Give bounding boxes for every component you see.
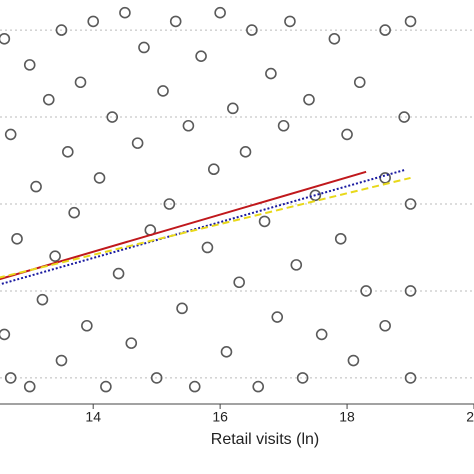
point: [119, 6, 131, 19]
point: [163, 198, 176, 210]
fit-line: [0, 170, 367, 281]
x-tick-label: 18: [339, 409, 355, 425]
point: [36, 293, 49, 306]
x-axis-label: Retail visits (ln): [211, 431, 319, 448]
point: [265, 67, 277, 80]
point: [68, 206, 80, 219]
point: [360, 285, 372, 297]
point: [227, 102, 239, 115]
point: [106, 111, 119, 123]
point: [157, 85, 169, 97]
point: [404, 198, 417, 210]
x-tick-label: 14: [85, 409, 101, 425]
point: [4, 372, 17, 384]
point: [277, 119, 290, 132]
x-tick-label: 20: [466, 409, 474, 425]
point: [246, 24, 258, 36]
point: [93, 172, 106, 184]
point: [195, 50, 207, 62]
point: [4, 128, 17, 141]
point: [100, 380, 112, 393]
point: [315, 328, 328, 341]
point: [239, 146, 252, 158]
points: [0, 6, 417, 393]
point: [404, 285, 417, 297]
point: [150, 372, 163, 384]
point: [398, 111, 410, 123]
point: [258, 215, 271, 228]
point: [220, 346, 233, 358]
point: [62, 146, 74, 158]
point: [42, 93, 55, 106]
point: [87, 15, 99, 28]
point: [81, 319, 93, 332]
point: [309, 189, 322, 202]
point: [74, 76, 87, 89]
point: [55, 354, 68, 367]
point: [404, 372, 417, 384]
point: [23, 380, 36, 393]
point: [347, 354, 360, 367]
point: [334, 232, 347, 245]
point: [11, 232, 23, 245]
point: [0, 32, 11, 45]
point: [55, 24, 68, 36]
point: [303, 93, 315, 106]
point: [131, 137, 144, 149]
point: [125, 337, 138, 349]
point: [328, 32, 341, 45]
point: [169, 15, 182, 28]
point: [0, 328, 11, 341]
point: [404, 15, 417, 28]
point: [49, 250, 61, 262]
point: [138, 41, 150, 54]
x-tick-label: 16: [212, 409, 228, 425]
point: [379, 319, 391, 332]
point: [201, 241, 214, 254]
point: [271, 311, 284, 323]
point: [290, 259, 303, 271]
point: [284, 15, 296, 28]
point: [233, 276, 245, 289]
point: [353, 76, 366, 89]
point: [176, 302, 188, 315]
point: [296, 372, 309, 384]
point: [112, 267, 125, 280]
point: [30, 180, 42, 193]
point: [182, 119, 195, 132]
point: [252, 380, 265, 393]
fit-line: [0, 176, 411, 279]
point: [379, 24, 391, 36]
point: [214, 6, 226, 19]
point: [23, 59, 36, 71]
point: [341, 128, 353, 141]
point: [207, 163, 220, 176]
point: [188, 380, 201, 393]
